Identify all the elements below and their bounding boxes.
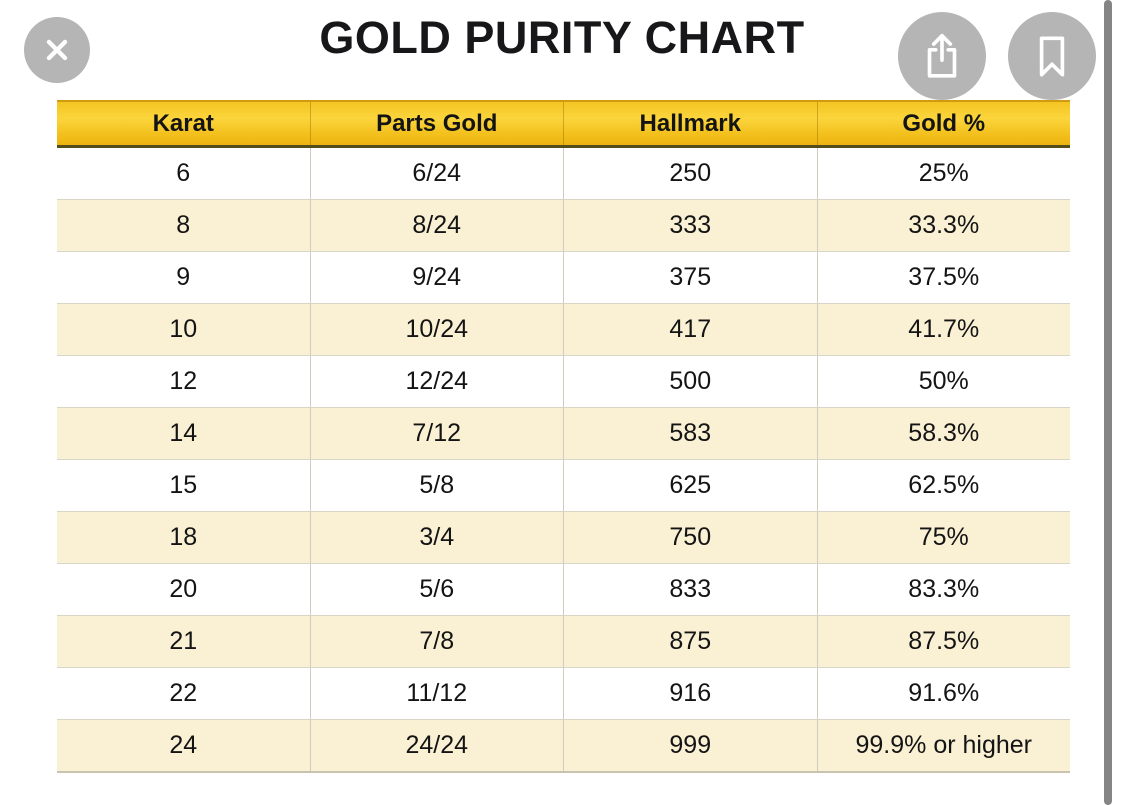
table-row: 9 9/24 375 37.5% [57,251,1070,303]
table-row: 21 7/8 875 87.5% [57,615,1070,667]
cell-hallmark: 999 [563,720,817,771]
cell-hallmark: 250 [563,148,817,199]
cell-hallmark: 333 [563,200,817,251]
table-row: 8 8/24 333 33.3% [57,199,1070,251]
cell-hallmark: 375 [563,252,817,303]
column-header-hallmark: Hallmark [563,102,817,145]
table-row: 12 12/24 500 50% [57,355,1070,407]
cell-gold-pct: 87.5% [816,616,1071,667]
cell-gold-pct: 91.6% [816,668,1071,719]
close-button[interactable] [24,17,90,83]
close-icon [37,30,77,70]
cell-karat: 18 [169,523,198,551]
cell-parts: 12/24 [309,356,564,407]
column-header-karat: Karat [152,109,214,137]
table-row: 10 10/24 417 41.7% [57,303,1070,355]
cell-karat: 12 [169,367,198,395]
cell-gold-pct: 33.3% [816,200,1071,251]
cell-karat: 21 [169,627,198,655]
share-icon [916,30,968,82]
cell-karat: 20 [169,575,198,603]
table-row: 14 7/12 583 58.3% [57,407,1070,459]
cell-hallmark: 417 [563,304,817,355]
column-header-gold-pct: Gold % [816,102,1071,145]
cell-parts: 8/24 [309,200,564,251]
cell-hallmark: 583 [563,408,817,459]
cell-parts: 10/24 [309,304,564,355]
bookmark-icon [1026,30,1078,82]
cell-parts: 6/24 [309,148,564,199]
cell-parts: 5/8 [309,460,564,511]
cell-parts: 11/12 [309,668,564,719]
cell-karat: 8 [176,211,191,239]
cell-hallmark: 875 [563,616,817,667]
cell-gold-pct: 99.9% or higher [816,720,1071,771]
table-row: 6 6/24 250 25% [57,148,1070,199]
cell-karat: 9 [176,263,191,291]
cell-karat: 10 [169,315,198,343]
cell-parts: 3/4 [309,512,564,563]
cell-parts: 24/24 [309,720,564,771]
cell-karat: 24 [169,731,198,759]
cell-karat: 14 [169,419,198,447]
cell-hallmark: 625 [563,460,817,511]
table-row: 22 11/12 916 91.6% [57,667,1070,719]
cell-gold-pct: 83.3% [816,564,1071,615]
cell-parts: 7/12 [309,408,564,459]
share-button[interactable] [898,12,986,100]
cell-karat: 22 [169,679,198,707]
cell-hallmark: 500 [563,356,817,407]
cell-gold-pct: 25% [816,148,1071,199]
page-title: GOLD PURITY CHART [319,12,805,63]
cell-gold-pct: 58.3% [816,408,1071,459]
cell-parts: 7/8 [309,616,564,667]
table-header-row: Karat Parts Gold Hallmark Gold % [57,100,1070,148]
column-header-parts-gold: Parts Gold [309,102,564,145]
cell-gold-pct: 62.5% [816,460,1071,511]
gold-purity-table: Karat Parts Gold Hallmark Gold % 6 6/24 … [57,100,1070,773]
cell-hallmark: 750 [563,512,817,563]
vertical-scrollbar[interactable] [1104,0,1112,805]
cell-gold-pct: 75% [816,512,1071,563]
table-row: 24 24/24 999 99.9% or higher [57,719,1070,771]
cell-karat: 15 [169,471,198,499]
cell-gold-pct: 41.7% [816,304,1071,355]
cell-parts: 9/24 [309,252,564,303]
cell-parts: 5/6 [309,564,564,615]
table-row: 20 5/6 833 83.3% [57,563,1070,615]
cell-karat: 6 [176,159,191,187]
cell-hallmark: 916 [563,668,817,719]
table-row: 15 5/8 625 62.5% [57,459,1070,511]
cell-hallmark: 833 [563,564,817,615]
table-row: 18 3/4 750 75% [57,511,1070,563]
cell-gold-pct: 37.5% [816,252,1071,303]
cell-gold-pct: 50% [816,356,1071,407]
bookmark-button[interactable] [1008,12,1096,100]
